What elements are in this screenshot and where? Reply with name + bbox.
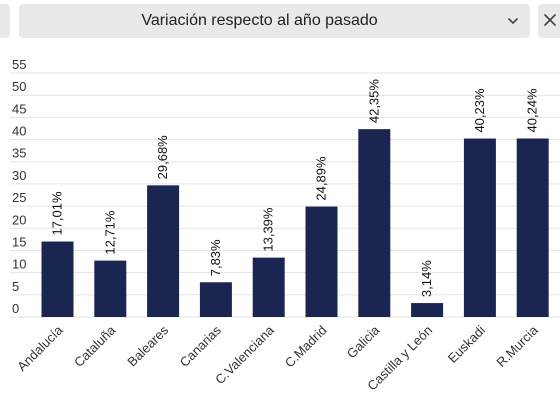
data-label-3: 7,83% bbox=[208, 239, 223, 276]
x-tick-label-2: Baleares bbox=[124, 322, 171, 369]
bar-4 bbox=[252, 257, 285, 317]
data-label-7: 3,14% bbox=[419, 260, 434, 297]
x-axis: Andalucía Cataluña Baleares CanariasC.Valen… bbox=[14, 322, 541, 393]
bar-6 bbox=[358, 129, 391, 317]
metric-selector-value: Variación respecto al año pasado bbox=[141, 12, 378, 29]
data-label-4: 13,39% bbox=[261, 207, 276, 252]
bar-1 bbox=[94, 260, 127, 317]
bar-9 bbox=[516, 138, 549, 317]
x-tick-label-1: Cataluña bbox=[71, 322, 119, 370]
bar-7 bbox=[411, 303, 444, 317]
close-icon bbox=[544, 14, 556, 26]
x-tick-label-8: Euskadi bbox=[445, 322, 488, 365]
gridlines bbox=[10, 72, 560, 318]
chevron-down-icon bbox=[508, 18, 518, 24]
y-tick-label: 35 bbox=[12, 146, 26, 161]
y-tick-label: 15 bbox=[12, 234, 26, 249]
y-tick-label: 25 bbox=[12, 190, 26, 205]
metric-selector[interactable]: Variación respecto al año pasado bbox=[19, 4, 530, 38]
y-tick-label: 0 bbox=[12, 301, 19, 316]
x-tick-label-5: C.Madrid bbox=[282, 323, 330, 371]
y-tick-label: 40 bbox=[12, 124, 26, 139]
y-tick-label: 20 bbox=[12, 212, 26, 227]
bar-5 bbox=[305, 206, 338, 317]
bar-0 bbox=[41, 241, 74, 317]
data-label-8: 40,23% bbox=[472, 88, 487, 133]
data-label-1: 12,71% bbox=[102, 210, 117, 255]
data-label-2: 29,68% bbox=[155, 135, 170, 180]
bar-2 bbox=[147, 185, 180, 317]
data-labels: 17,01% 12,71% 29,68% 7,83% 13,39% 24,89% 42,35… bbox=[50, 79, 540, 297]
y-tick-label: 50 bbox=[12, 79, 26, 94]
close-button[interactable] bbox=[538, 4, 560, 38]
y-tick-label: 45 bbox=[12, 101, 26, 116]
bars bbox=[41, 129, 549, 317]
x-tick-label-3: Canarias bbox=[177, 322, 225, 370]
y-tick-label: 55 bbox=[12, 57, 26, 72]
data-label-5: 24,89% bbox=[314, 156, 329, 201]
x-tick-label-9: R.Murcia bbox=[493, 322, 541, 370]
bar-3 bbox=[199, 282, 232, 317]
y-tick-label: 10 bbox=[12, 257, 26, 272]
x-tick-label-6: Galicia bbox=[344, 322, 383, 361]
y-tick-label: 5 bbox=[12, 279, 19, 294]
x-tick-label-0: Andalucía bbox=[14, 322, 66, 374]
data-label-6: 42,35% bbox=[366, 79, 381, 124]
data-label-9: 40,24% bbox=[525, 88, 540, 133]
y-tick-label: 30 bbox=[12, 168, 26, 183]
previous-control[interactable] bbox=[0, 4, 10, 38]
topbar: Variación respecto al año pasado bbox=[0, 0, 560, 46]
data-label-0: 17,01% bbox=[50, 191, 65, 236]
bar-8 bbox=[463, 138, 496, 317]
y-axis: 0 5 10 15 20 25 30 35 40 45 50 55 bbox=[12, 57, 26, 316]
bar-chart: 0 5 10 15 20 25 30 35 40 45 50 55 17,01% 12,71% 29,68… bbox=[10, 57, 560, 393]
